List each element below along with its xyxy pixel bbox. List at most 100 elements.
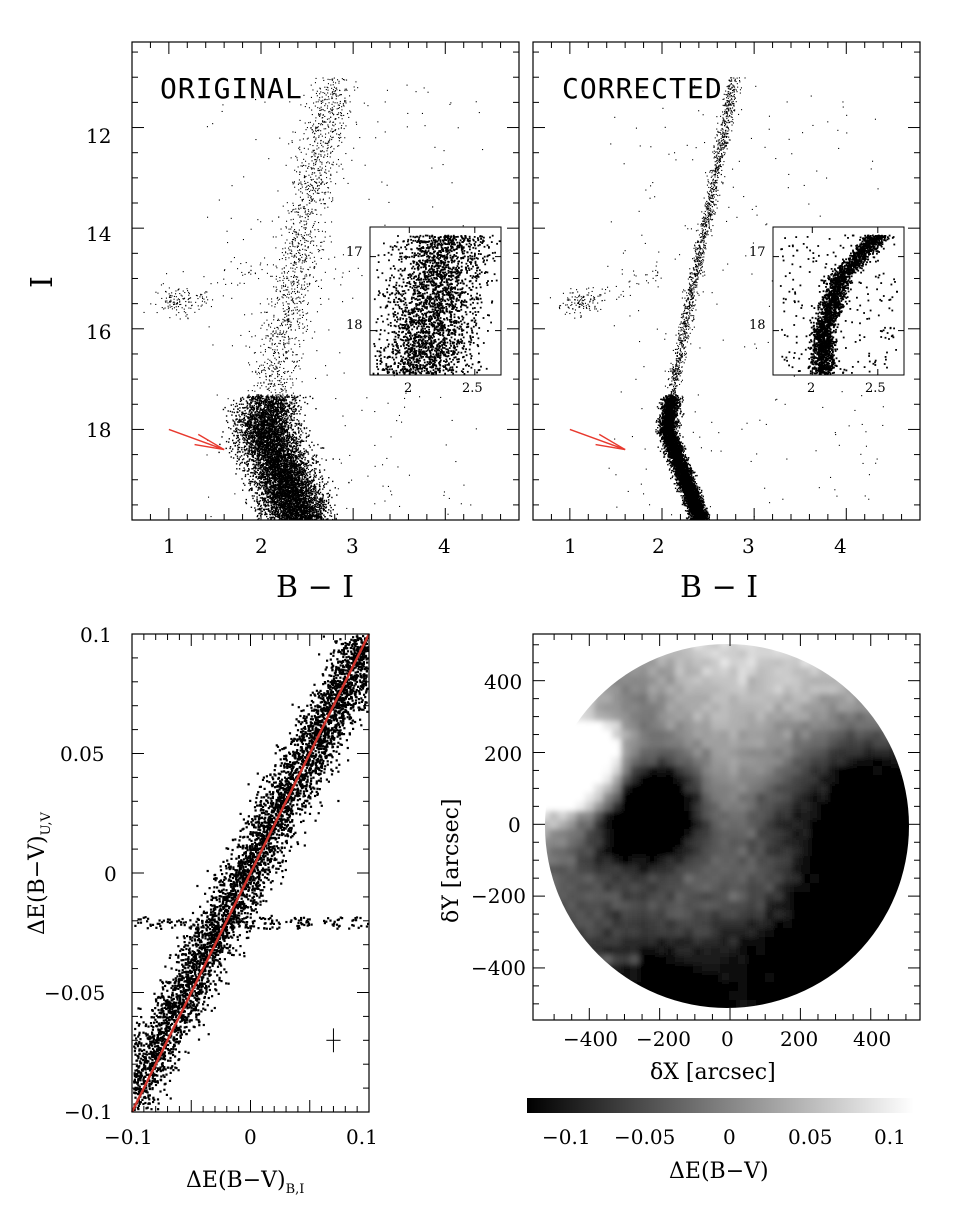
cmd-point: [241, 478, 243, 480]
cmd-point: [314, 505, 316, 508]
cmd-point: [301, 458, 303, 460]
cmd-point: [302, 489, 305, 492]
cmd-point: [270, 504, 272, 507]
cmd-point: [228, 427, 230, 429]
cmd-point: [291, 462, 293, 465]
cmd-point: [284, 426, 286, 428]
cmd-point: [299, 456, 302, 458]
cmd-point: [272, 516, 274, 518]
cmd-point: [304, 474, 307, 476]
cmd-point: [255, 430, 257, 433]
cmd-point: [291, 435, 293, 438]
cmd-point: [268, 486, 270, 488]
cmd-point: [264, 400, 266, 403]
cmd-point: [285, 513, 287, 515]
cmd-point: [272, 436, 274, 439]
cmd-point: [272, 399, 274, 402]
cmd-point: [259, 497, 262, 499]
cmd-point: [307, 461, 310, 464]
cmd-point: [315, 511, 317, 513]
cmd-point: [256, 420, 259, 422]
cmd-point: [303, 468, 305, 470]
cmd-point: [284, 506, 286, 509]
cmd-point: [282, 512, 284, 514]
cmd-point: [232, 457, 235, 459]
cmd-point: [252, 432, 254, 435]
cmd-point: [265, 446, 268, 448]
cmd-point: [264, 446, 267, 448]
cmd-point: [225, 447, 227, 450]
cmd-point: [287, 507, 289, 509]
cmd-point: [258, 422, 260, 425]
cmd-point: [278, 410, 280, 413]
cmd-point: [234, 442, 237, 444]
cmd-point: [313, 514, 315, 516]
cmd-point: [251, 395, 254, 398]
cmd-point: [286, 394, 289, 396]
cmd-point: [256, 438, 258, 440]
cmd-point: [249, 443, 251, 445]
cmd-point: [272, 430, 275, 432]
cmd-point: [298, 441, 300, 443]
cmd-point: [253, 495, 255, 497]
cmd-point: [295, 442, 298, 444]
cmd-point: [255, 486, 257, 488]
cmd-point: [292, 396, 294, 399]
cmd-point: [273, 413, 275, 415]
cmd-point: [267, 510, 270, 512]
cmd-point: [257, 502, 259, 504]
cmd-point: [305, 396, 307, 399]
cmd-point: [302, 485, 304, 487]
cmd-point: [272, 401, 274, 403]
cmd-point: [266, 496, 268, 499]
cmd-point: [253, 453, 256, 456]
cmd-point: [293, 408, 295, 411]
cmd-point: [286, 409, 288, 411]
cmd-point: [303, 499, 305, 501]
cmd-point: [348, 481, 350, 484]
cmd-point: [252, 468, 254, 470]
cmd-point: [316, 518, 318, 520]
cmd-point: [258, 500, 260, 503]
cmd-point: [311, 502, 314, 504]
cmd-point: [290, 417, 292, 419]
cmd-point: [307, 506, 309, 509]
cmd-point: [305, 479, 307, 481]
cmd-point: [252, 396, 255, 398]
cmd-point: [238, 403, 241, 405]
cmd-point: [300, 457, 303, 459]
cmd-point: [310, 470, 313, 472]
panel-original: ORIGINAL 17 18 2 2.5 1 2 3 4 12 14 16 18…: [25, 41, 520, 605]
cmd-point: [269, 513, 271, 515]
cmd-point: [293, 419, 295, 421]
cmd-point: [253, 450, 255, 452]
cmd-point: [316, 483, 318, 485]
cmd-point: [243, 446, 245, 449]
cmd-point: [261, 493, 263, 496]
cmd-point: [305, 467, 308, 470]
cmd-point: [258, 422, 260, 424]
cmd-point: [241, 449, 243, 451]
cmd-point: [282, 510, 284, 512]
cmd-point: [242, 436, 245, 439]
cmd-point: [313, 479, 315, 482]
cmd-point: [315, 476, 317, 478]
cmd-point: [313, 498, 316, 500]
cmd-point: [315, 491, 317, 493]
cmd-point: [293, 500, 295, 503]
cmd-point: [304, 497, 307, 500]
cmd-point: [269, 516, 271, 519]
cmd-point: [252, 478, 254, 481]
cmd-point: [248, 411, 250, 413]
cmd-point: [331, 496, 333, 499]
cmd-point: [266, 475, 268, 477]
cmd-point: [298, 486, 301, 488]
cmd-point: [315, 488, 317, 490]
cmd-point: [315, 505, 317, 508]
cmd-point: [262, 452, 264, 454]
cmd-point: [268, 403, 271, 405]
cmd-point: [319, 485, 321, 488]
cmd-point: [246, 401, 249, 403]
cmd-point: [231, 411, 234, 413]
cmd-point: [323, 506, 326, 508]
